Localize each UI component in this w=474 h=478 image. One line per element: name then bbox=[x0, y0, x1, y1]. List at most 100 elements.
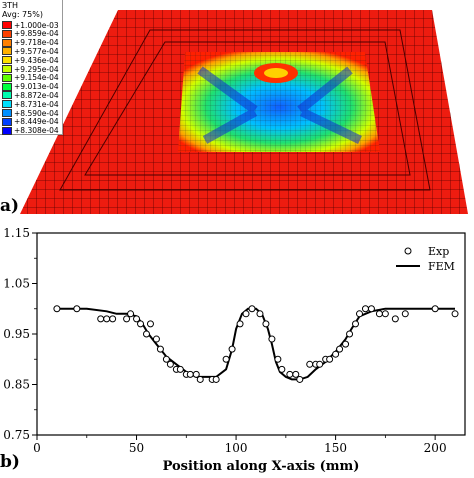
exp-data-point bbox=[176, 365, 184, 373]
legend-marker-exp bbox=[404, 247, 412, 255]
x-axis-label: Position along X-axis (mm) bbox=[163, 459, 360, 474]
legend-swatch bbox=[2, 117, 12, 126]
exp-data-point bbox=[268, 335, 276, 343]
exp-data-point bbox=[196, 375, 204, 383]
legend-value: +9.577e-04 bbox=[14, 46, 59, 56]
exp-data-point bbox=[451, 310, 459, 318]
exp-data-point bbox=[228, 345, 236, 353]
legend-value: +8.590e-04 bbox=[14, 108, 59, 118]
exp-data-point bbox=[391, 315, 399, 323]
exp-data-point bbox=[352, 320, 360, 328]
legend-swatch bbox=[2, 65, 12, 73]
legend-value: +8.308e-04 bbox=[14, 126, 59, 136]
panel-label-a: a) bbox=[0, 196, 20, 216]
x-tick-label: 200 bbox=[424, 441, 447, 455]
legend-value: +1.000e-03 bbox=[14, 20, 59, 30]
exp-data-point bbox=[336, 345, 344, 353]
exp-data-point bbox=[186, 370, 194, 378]
exp-data-point bbox=[375, 310, 383, 318]
exp-data-point bbox=[133, 315, 141, 323]
exp-data-point bbox=[123, 315, 131, 323]
exp-data-point bbox=[103, 315, 111, 323]
exp-data-point bbox=[342, 340, 350, 348]
exp-data-point bbox=[162, 355, 170, 363]
exp-data-point bbox=[292, 370, 300, 378]
legend-swatch bbox=[2, 91, 12, 100]
x-tick-label: 100 bbox=[225, 441, 248, 455]
legend-swatch bbox=[2, 47, 12, 56]
exp-data-point bbox=[326, 355, 334, 363]
legend-label-fem: FEM bbox=[428, 260, 455, 273]
exp-data-point bbox=[306, 360, 314, 368]
exp-data-point bbox=[262, 320, 270, 328]
legend-swatch bbox=[2, 73, 12, 82]
y-tick-label: 1.15 bbox=[3, 226, 30, 240]
color-legend: ЗТН Avg: 75%) +1.000e-03 +9.859e-04 +9.718… bbox=[0, 0, 63, 135]
y-tick-label: 0.95 bbox=[3, 327, 30, 341]
legend-value: +8.731e-04 bbox=[14, 99, 59, 109]
exp-data-point bbox=[109, 315, 117, 323]
profile-chart: 0 50 100 150 200 0.75 0.85 0.95 1.05 1.15 Position… bbox=[3, 226, 466, 474]
exp-data-point bbox=[248, 305, 256, 313]
exp-data-point bbox=[381, 310, 389, 318]
profile-panel: 0 50 100 150 200 0.75 0.85 0.95 1.05 1.15 Position… bbox=[0, 226, 474, 474]
legend-label-exp: Exp bbox=[428, 245, 449, 258]
contour-panel: ЗТН Avg: 75%) +1.000e-03 +9.859e-04 +9.718… bbox=[0, 0, 474, 226]
x-tick-label: 150 bbox=[324, 441, 347, 455]
exp-data-point bbox=[152, 335, 160, 343]
legend-value: +9.859e-04 bbox=[14, 29, 59, 39]
legend-swatch bbox=[2, 29, 12, 38]
exp-data-point bbox=[346, 330, 354, 338]
exp-data-point bbox=[367, 305, 375, 313]
legend-value: +8.449e-04 bbox=[14, 117, 59, 127]
exp-data-point bbox=[192, 370, 200, 378]
exp-data-point bbox=[212, 375, 220, 383]
legend-swatch bbox=[2, 100, 12, 109]
contour-plot bbox=[20, 10, 468, 214]
exp-data-point bbox=[242, 310, 250, 318]
legend-swatch bbox=[2, 82, 12, 91]
exp-data-point bbox=[127, 310, 135, 318]
exp-data-point bbox=[156, 345, 164, 353]
legend-value: +9.436e-04 bbox=[14, 55, 59, 65]
legend-swatch bbox=[2, 56, 12, 65]
exp-data-point bbox=[401, 310, 409, 318]
legend-value: +9.013e-04 bbox=[14, 82, 59, 92]
panel-label-b: b) bbox=[0, 452, 20, 472]
exp-data-point bbox=[286, 370, 294, 378]
legend-swatch bbox=[2, 126, 12, 135]
legend-value: +8.872e-04 bbox=[14, 90, 59, 100]
legend-value: +9.154e-04 bbox=[14, 73, 59, 83]
y-tick-label: 1.05 bbox=[3, 277, 30, 291]
exp-data-point bbox=[142, 330, 150, 338]
exp-data-point bbox=[361, 305, 369, 313]
exp-data-point bbox=[97, 315, 105, 323]
y-tick-label: 0.85 bbox=[3, 378, 30, 392]
exp-data-point bbox=[222, 355, 230, 363]
legend-title-line-2: Avg: 75%) bbox=[2, 10, 43, 19]
exp-data-point bbox=[332, 350, 340, 358]
exp-data-point bbox=[256, 310, 264, 318]
exp-data-point bbox=[146, 320, 154, 328]
legend-title-line-1: ЗТН bbox=[2, 1, 19, 10]
exp-data-point bbox=[278, 365, 286, 373]
legend-swatch bbox=[2, 109, 12, 117]
legend-swatch bbox=[2, 21, 12, 29]
exp-data-point bbox=[431, 305, 439, 313]
x-tick-label: 50 bbox=[129, 441, 144, 455]
exp-data-point bbox=[355, 310, 363, 318]
exp-data-point bbox=[137, 320, 145, 328]
exp-data-point bbox=[73, 305, 81, 313]
y-tick-label: 0.75 bbox=[3, 428, 30, 442]
x-tick-label: 0 bbox=[33, 441, 41, 455]
legend-value: +9.295e-04 bbox=[14, 64, 59, 74]
exp-data-point bbox=[316, 360, 324, 368]
exp-data-point bbox=[166, 360, 174, 368]
plot-frame bbox=[36, 232, 466, 436]
exp-data-point bbox=[296, 375, 304, 383]
legend-value: +9.718e-04 bbox=[14, 38, 59, 48]
exp-data-point bbox=[236, 320, 244, 328]
legend-swatch bbox=[2, 38, 12, 47]
exp-data-point bbox=[274, 355, 282, 363]
exp-data-point bbox=[53, 305, 61, 313]
